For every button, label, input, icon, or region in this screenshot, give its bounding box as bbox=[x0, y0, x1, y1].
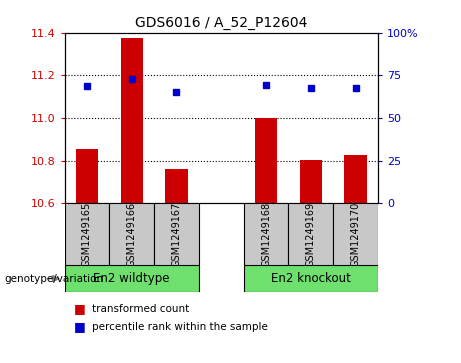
Text: ■: ■ bbox=[74, 320, 85, 333]
Text: GSM1249166: GSM1249166 bbox=[127, 201, 137, 267]
Bar bbox=[65, 265, 199, 292]
Bar bbox=[344, 155, 367, 203]
Bar bbox=[244, 203, 289, 265]
Text: GSM1249168: GSM1249168 bbox=[261, 201, 271, 267]
Bar bbox=[300, 160, 322, 203]
Bar bbox=[289, 203, 333, 265]
Text: En2 knockout: En2 knockout bbox=[271, 272, 351, 285]
Bar bbox=[154, 203, 199, 265]
Text: GSM1249169: GSM1249169 bbox=[306, 201, 316, 267]
Bar bbox=[333, 203, 378, 265]
Bar bbox=[120, 38, 143, 203]
Bar bbox=[255, 118, 277, 203]
Text: GSM1249170: GSM1249170 bbox=[351, 201, 361, 267]
Title: GDS6016 / A_52_P12604: GDS6016 / A_52_P12604 bbox=[135, 16, 307, 30]
Text: transformed count: transformed count bbox=[92, 303, 189, 314]
Bar bbox=[65, 203, 109, 265]
Text: GSM1249167: GSM1249167 bbox=[171, 201, 182, 267]
Text: genotype/variation: genotype/variation bbox=[5, 274, 104, 284]
Bar bbox=[244, 265, 378, 292]
Bar bbox=[76, 149, 98, 203]
Text: En2 wildtype: En2 wildtype bbox=[94, 272, 170, 285]
Bar bbox=[165, 169, 188, 203]
Text: GSM1249165: GSM1249165 bbox=[82, 201, 92, 267]
Bar bbox=[109, 203, 154, 265]
Text: ■: ■ bbox=[74, 302, 85, 315]
Text: percentile rank within the sample: percentile rank within the sample bbox=[92, 322, 268, 332]
